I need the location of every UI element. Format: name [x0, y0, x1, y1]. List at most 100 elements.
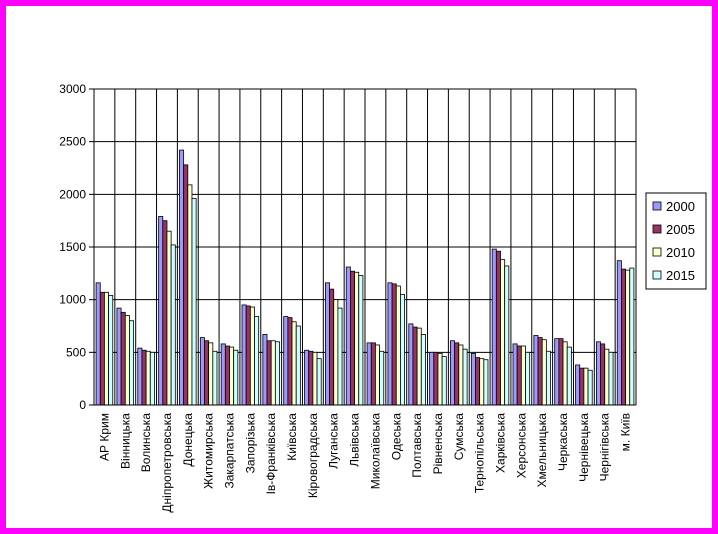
- x-category-label: Миколаївська: [368, 413, 382, 490]
- bar-2015-18: [462, 348, 468, 406]
- y-tick-label: 1000: [59, 293, 86, 307]
- bar-2010-18: [458, 344, 464, 406]
- bar-2000-25: [595, 341, 601, 406]
- bar-2010-20: [500, 259, 506, 406]
- legend-swatch: [652, 201, 662, 211]
- bar-2005-9: [266, 340, 272, 406]
- bar-2010-14: [375, 344, 380, 406]
- x-category-label: Сумська: [452, 413, 466, 461]
- bar-2000-22: [533, 335, 539, 406]
- bar-2010-11: [312, 351, 318, 406]
- bar-2000-15: [387, 282, 393, 406]
- x-category-label: Черкаська: [556, 413, 570, 471]
- bar-2015-1: [108, 295, 114, 406]
- bar-2005-19: [475, 357, 481, 406]
- bar-2005-1: [99, 291, 105, 406]
- bar-2005-21: [516, 345, 522, 406]
- x-category-label: Рівненська: [431, 413, 445, 475]
- bar-2005-24: [579, 367, 585, 406]
- legend-label: 2010: [666, 245, 695, 260]
- x-category-label: Запорізька: [243, 413, 257, 474]
- bar-2005-20: [495, 250, 501, 406]
- legend-label: 2015: [666, 268, 695, 283]
- bar-2010-1: [104, 291, 109, 406]
- bar-2015-21: [525, 351, 531, 406]
- bar-2015-2: [129, 320, 135, 406]
- bar-2005-16: [412, 326, 418, 406]
- y-tick-label: 2500: [59, 135, 86, 149]
- bar-2005-13: [350, 270, 355, 406]
- bar-2005-6: [204, 340, 210, 406]
- bar-2005-25: [600, 343, 606, 406]
- x-category-label: Київська: [285, 413, 299, 461]
- bar-2000-9: [262, 334, 268, 406]
- bar-2015-3: [149, 351, 155, 406]
- bar-2015-16: [420, 334, 426, 406]
- bar-2010-22: [541, 339, 547, 406]
- x-category-label: Чернівецька: [577, 413, 591, 482]
- bar-2000-6: [199, 337, 205, 406]
- x-category-label: Херсонська: [514, 413, 528, 479]
- bar-2010-16: [416, 327, 422, 406]
- legend-label: 2005: [666, 222, 695, 237]
- bar-2010-10: [291, 321, 297, 406]
- legend-swatch: [652, 270, 662, 280]
- x-category-labels: АР Крим Вінницька Волинська Дніпропетровськ…: [97, 413, 632, 513]
- y-tick-label: 1500: [59, 240, 86, 254]
- x-category-label: Чернігівська: [598, 413, 612, 482]
- bar-2000-13: [345, 266, 351, 406]
- bar-2010-9: [270, 340, 276, 406]
- bar-2000-5: [179, 149, 185, 406]
- bar-2010-8: [249, 306, 255, 406]
- bar-2005-17: [433, 351, 439, 406]
- bar-chart: 0 500 1000 1500 2000 2500 3000 АР Крим Вінницьк…: [59, 82, 707, 513]
- bar-2005-23: [558, 338, 564, 406]
- bar-2015-12: [337, 307, 343, 406]
- x-category-label: Львівська: [348, 413, 362, 467]
- x-category-label: Волинська: [139, 413, 153, 473]
- x-category-label: Харківська: [494, 413, 508, 473]
- bar-2010-19: [479, 358, 485, 406]
- bar-2010-5: [187, 184, 193, 406]
- bar-2005-7: [224, 345, 230, 406]
- x-category-label: Полтавська: [410, 413, 424, 478]
- bar-2005-11: [308, 350, 314, 406]
- bar-2015-10: [295, 325, 301, 406]
- bar-2005-4: [162, 220, 168, 406]
- bar-2000-18: [450, 340, 456, 406]
- bar-2005-5: [183, 164, 189, 406]
- bar-2000-10: [283, 316, 289, 406]
- bar-2005-8: [245, 305, 251, 406]
- x-category-label: Кіровоградська: [306, 413, 320, 498]
- bar-2015-6: [212, 350, 218, 406]
- legend-swatch: [652, 247, 662, 257]
- bar-2005-26: [621, 268, 626, 406]
- bar-2000-11: [304, 349, 310, 406]
- bar-2005-22: [537, 337, 543, 406]
- bar-2000-7: [220, 343, 226, 406]
- x-category-label: АР Крим: [97, 413, 111, 461]
- bar-2010-12: [333, 299, 339, 406]
- bar-2015-11: [316, 358, 322, 406]
- bar-2015-20: [504, 265, 510, 406]
- x-category-label: Вінницька: [118, 413, 132, 469]
- chart-area: 0 500 1000 1500 2000 2500 3000 АР Крим Вінницьк…: [6, 6, 712, 528]
- bar-2015-7: [233, 349, 239, 406]
- bar-2015-24: [587, 369, 593, 406]
- bar-2000-23: [554, 338, 560, 406]
- x-category-label: Закарпатська: [223, 413, 237, 489]
- y-tick-label: 500: [66, 345, 86, 359]
- legend-swatch: [652, 224, 662, 234]
- bar-2010-6: [208, 342, 214, 406]
- x-category-label: Донецька: [181, 413, 195, 467]
- bar-2015-4: [170, 244, 176, 406]
- bar-2010-15: [395, 285, 401, 406]
- bar-2015-22: [545, 350, 551, 406]
- bar-2010-17: [437, 352, 443, 406]
- bar-2010-25: [604, 348, 610, 406]
- legend-label: 2000: [666, 199, 695, 214]
- x-category-label: м. Київ: [619, 413, 633, 451]
- bar-2005-15: [391, 283, 397, 406]
- axes: [89, 88, 636, 406]
- bar-2010-7: [229, 346, 235, 406]
